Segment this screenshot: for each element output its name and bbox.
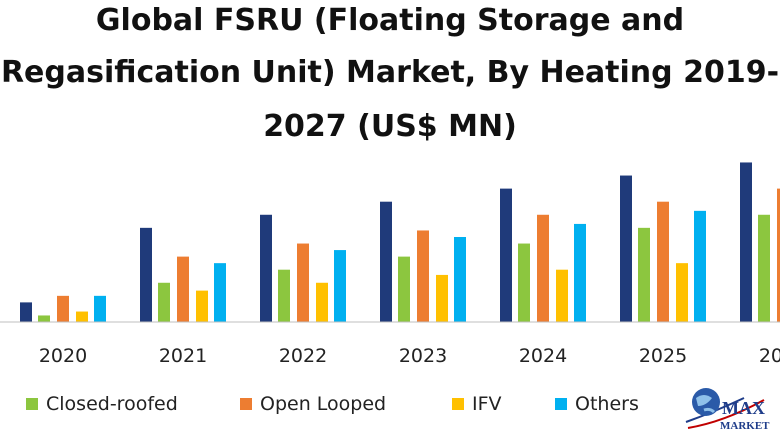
bar-2023-open-looped (417, 230, 429, 322)
legend-label-ifv: IFV (472, 393, 502, 415)
x-tick-label-2022: 2022 (279, 345, 327, 367)
bar-2026-open-looped (777, 188, 780, 322)
legend-swatch-open-looped (240, 398, 252, 410)
bar-2022-others (334, 250, 346, 322)
bar-2022-heating-darkblue- (260, 214, 272, 322)
chart-title-line-3: 2027 (US$ MN) (263, 109, 517, 144)
legend-label-open-looped: Open Looped (260, 393, 387, 415)
x-tick-label-2026: 2026 (759, 345, 780, 367)
bar-2023-closed-roofed (398, 256, 410, 322)
x-tick-label-2025: 2025 (639, 345, 687, 367)
x-tick-label-2021: 2021 (159, 345, 207, 367)
globe-icon (685, 388, 765, 429)
bar-2020-ifv (76, 311, 88, 322)
x-tick-label-2020: 2020 (39, 345, 87, 367)
bar-2021-closed-roofed (158, 282, 170, 322)
logo-text-line-2: MARKET (720, 420, 770, 432)
bar-2024-closed-roofed (518, 243, 530, 322)
bar-2025-closed-roofed (638, 227, 650, 322)
legend-label-others: Others (575, 393, 639, 415)
legend-swatch-ifv (452, 398, 464, 410)
bar-2023-ifv (436, 274, 448, 322)
bar-2022-closed-roofed (278, 269, 290, 322)
bar-2020-others (94, 295, 106, 322)
bar-2021-others (214, 263, 226, 322)
bar-2026-closed-roofed (758, 214, 770, 322)
bar-2024-ifv (556, 269, 568, 322)
legend-label-closed-roofed: Closed-roofed (46, 393, 178, 415)
legend: Closed-roofed Open Looped IFV Others (0, 393, 780, 423)
chart-title-line-2: Regasification Unit) Market, By Heating … (0, 55, 780, 90)
bar-2020-closed-roofed (38, 315, 50, 322)
bars-group (20, 162, 780, 322)
bar-2026-heating-darkblue- (740, 162, 752, 322)
bar-2021-heating-darkblue- (140, 227, 152, 322)
bar-2020-open-looped (57, 295, 69, 322)
bar-2020-heating-darkblue- (20, 302, 32, 322)
legend-swatch-others (555, 398, 567, 410)
logo-text-line-1: MAX (722, 398, 765, 418)
bar-2025-heating-darkblue- (620, 175, 632, 322)
brand-logo: MAX MARKET (684, 378, 780, 440)
bar-2021-open-looped (177, 256, 189, 322)
legend-item-ifv: IFV (452, 393, 502, 415)
bar-2024-open-looped (537, 214, 549, 322)
bar-2022-ifv (316, 282, 328, 322)
bar-2023-others (454, 237, 466, 322)
legend-swatch-closed-roofed (26, 398, 38, 410)
bar-2024-heating-darkblue- (500, 188, 512, 322)
bar-2025-open-looped (657, 201, 669, 322)
bar-2025-ifv (676, 263, 688, 322)
x-tick-label-2023: 2023 (399, 345, 447, 367)
x-tick-labels: 2020 2021 2022 2023 2024 2025 2026 (39, 345, 780, 367)
chart-title-line-1: Global FSRU (Floating Storage and (95, 3, 685, 38)
bar-2021-ifv (196, 290, 208, 322)
bar-2025-others (694, 210, 706, 322)
bar-2022-open-looped (297, 243, 309, 322)
legend-item-closed-roofed: Closed-roofed (26, 393, 178, 415)
bar-2023-heating-darkblue- (380, 201, 392, 322)
legend-item-others: Others (555, 393, 639, 415)
bar-2024-others (574, 223, 586, 322)
x-tick-label-2024: 2024 (519, 345, 567, 367)
legend-item-open-looped: Open Looped (240, 393, 386, 415)
